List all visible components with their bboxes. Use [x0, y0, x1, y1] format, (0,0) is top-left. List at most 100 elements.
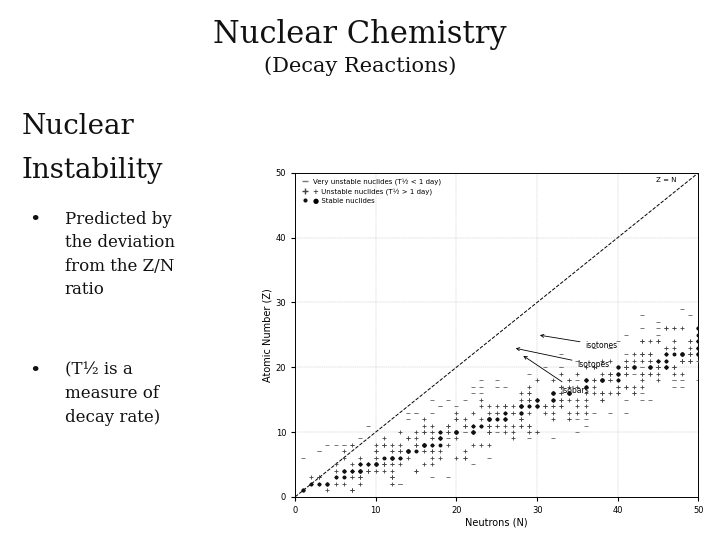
Point	[685, 356, 696, 365]
Point	[499, 402, 510, 410]
Point	[483, 428, 495, 436]
Point	[547, 415, 559, 423]
Point	[660, 343, 672, 352]
Point	[556, 350, 567, 359]
Point	[322, 480, 333, 488]
Point	[435, 434, 446, 443]
Point	[475, 415, 487, 423]
Point	[346, 441, 357, 449]
Point	[580, 363, 591, 372]
Point	[395, 454, 406, 462]
Point	[644, 363, 656, 372]
Point	[652, 363, 664, 372]
Point	[539, 363, 551, 372]
Point	[426, 434, 438, 443]
Point	[467, 421, 478, 430]
Point	[354, 467, 366, 475]
Point	[516, 402, 527, 410]
Point	[539, 402, 551, 410]
Point	[612, 376, 624, 384]
Point	[395, 480, 406, 488]
Point	[596, 389, 608, 397]
Point	[475, 421, 487, 430]
Point	[572, 369, 583, 378]
Point	[531, 395, 543, 404]
Point	[354, 473, 366, 482]
Text: isotones: isotones	[541, 334, 618, 350]
Point	[459, 428, 470, 436]
Point	[395, 480, 406, 488]
Point	[402, 447, 414, 456]
Point	[475, 421, 487, 430]
Point	[677, 324, 688, 333]
Point	[556, 389, 567, 397]
Point	[652, 337, 664, 346]
Y-axis label: Atomic Number (Z): Atomic Number (Z)	[263, 288, 273, 382]
Point	[547, 389, 559, 397]
Point	[668, 350, 680, 359]
Point	[660, 363, 672, 372]
Point	[556, 363, 567, 372]
Point	[459, 421, 470, 430]
Point	[346, 486, 357, 495]
Point	[531, 402, 543, 410]
Point	[531, 402, 543, 410]
Point	[677, 369, 688, 378]
Point	[395, 480, 406, 488]
Point	[499, 415, 510, 423]
Point	[386, 454, 397, 462]
Point	[685, 337, 696, 346]
Point	[652, 363, 664, 372]
Point	[451, 402, 462, 410]
Point	[693, 350, 704, 359]
Point	[572, 395, 583, 404]
Point	[410, 441, 422, 449]
Point	[677, 305, 688, 313]
Point	[443, 428, 454, 436]
Point	[580, 382, 591, 391]
Point	[362, 467, 374, 475]
Point	[564, 415, 575, 423]
Point	[516, 415, 527, 423]
Point	[580, 376, 591, 384]
Point	[588, 363, 599, 372]
Point	[644, 363, 656, 372]
Point	[523, 369, 535, 378]
Point	[346, 467, 357, 475]
Point	[370, 467, 382, 475]
Point	[564, 389, 575, 397]
Point	[402, 447, 414, 456]
Point	[620, 369, 631, 378]
Point	[628, 363, 639, 372]
Point	[491, 408, 503, 417]
Point	[314, 473, 325, 482]
Point	[378, 441, 390, 449]
Point	[612, 363, 624, 372]
Point	[330, 473, 341, 482]
Point	[491, 428, 503, 436]
Point	[547, 389, 559, 397]
Point	[330, 473, 341, 482]
Point	[386, 454, 397, 462]
Point	[580, 376, 591, 384]
Point	[612, 369, 624, 378]
Point	[346, 467, 357, 475]
Point	[410, 408, 422, 417]
Point	[418, 441, 430, 449]
Point	[297, 486, 309, 495]
Point	[410, 467, 422, 475]
Point	[330, 441, 341, 449]
Point	[483, 415, 495, 423]
Point	[580, 376, 591, 384]
Point	[636, 350, 648, 359]
Point	[523, 395, 535, 404]
Point	[395, 428, 406, 436]
Point	[572, 382, 583, 391]
Point	[386, 454, 397, 462]
Point	[677, 350, 688, 359]
Point	[636, 376, 648, 384]
Point	[451, 428, 462, 436]
Point	[395, 447, 406, 456]
Point	[410, 447, 422, 456]
Point	[596, 395, 608, 404]
